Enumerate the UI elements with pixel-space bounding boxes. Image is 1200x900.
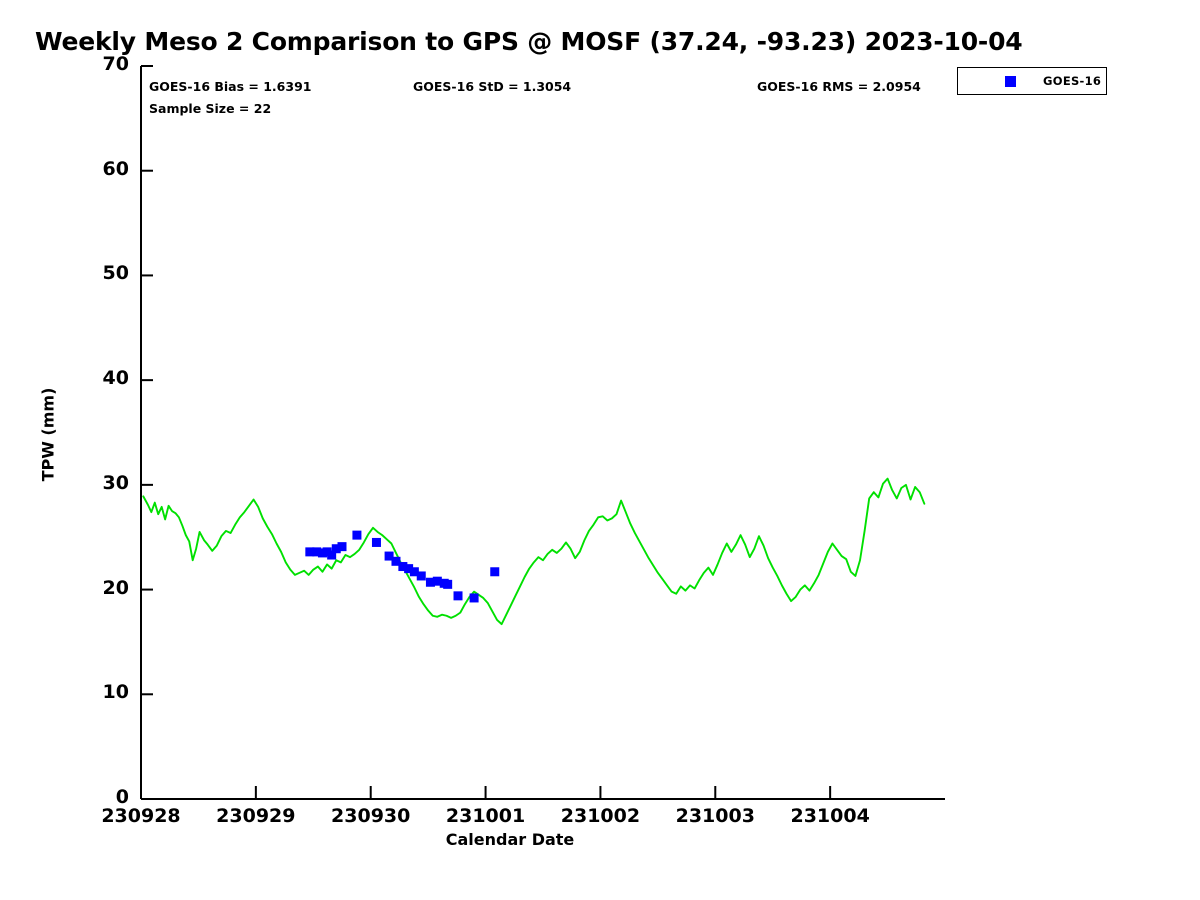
data-point-marker <box>312 547 322 557</box>
data-point-marker <box>317 548 327 558</box>
data-point-marker <box>443 579 453 589</box>
x-tick-label: 231004 <box>790 805 870 827</box>
data-point-marker <box>327 550 337 560</box>
y-tick-label: 20 <box>102 576 129 599</box>
y-axis-title: TPW (mm) <box>38 387 58 482</box>
data-point-marker <box>490 567 500 577</box>
data-point-marker <box>331 544 341 554</box>
goes16-scatter-series <box>305 530 500 603</box>
legend[interactable]: GOES-16 <box>957 67 1107 95</box>
x-tick-label: 230928 <box>101 805 181 827</box>
data-point-marker <box>453 591 463 601</box>
data-point-marker <box>425 577 435 587</box>
data-point-marker <box>404 564 414 574</box>
y-tick-label: 10 <box>102 681 129 704</box>
x-tick-label: 230930 <box>331 805 411 827</box>
gps-line-series <box>142 477 926 626</box>
data-point-marker <box>398 562 408 572</box>
x-tick-label: 230929 <box>216 805 296 827</box>
legend-label-goes16: GOES-16 <box>1043 74 1102 88</box>
chart-title: Weekly Meso 2 Comparison to GPS @ MOSF (… <box>35 27 1023 56</box>
data-point-marker <box>409 567 419 577</box>
y-tick-label: 0 <box>115 786 129 808</box>
axes <box>140 66 945 800</box>
x-tick-label: 231002 <box>560 805 641 827</box>
annotation-sample-size: Sample Size = 22 <box>149 101 272 116</box>
data-point-marker <box>432 576 442 586</box>
data-point-marker <box>305 547 315 557</box>
data-point-marker <box>322 547 332 557</box>
x-tick-label: 231003 <box>675 805 755 827</box>
legend-marker-goes16 <box>1005 75 1016 87</box>
data-point-marker <box>384 551 394 561</box>
y-tick-label: 50 <box>102 262 129 285</box>
y-tick-label: 30 <box>102 471 129 494</box>
x-axis-ticks <box>140 786 832 799</box>
y-tick-label: 40 <box>102 367 129 390</box>
x-axis-title: Calendar Date <box>445 830 575 849</box>
data-point-marker <box>416 571 426 581</box>
annotation-std: GOES-16 StD = 1.3054 <box>413 79 572 94</box>
data-point-marker <box>391 556 401 566</box>
y-tick-label: 70 <box>102 53 129 75</box>
y-tick-label: 60 <box>102 157 129 180</box>
data-point-marker <box>352 530 362 540</box>
y-axis-ticks <box>141 65 153 800</box>
gps-line <box>142 477 926 626</box>
data-point-marker <box>371 537 381 547</box>
annotation-bias: GOES-16 Bias = 1.6391 <box>149 79 312 94</box>
annotation-rms: GOES-16 RMS = 2.0954 <box>757 79 921 94</box>
data-point-marker <box>469 593 479 603</box>
x-tick-label: 231001 <box>445 805 526 827</box>
data-point-marker <box>337 542 347 552</box>
